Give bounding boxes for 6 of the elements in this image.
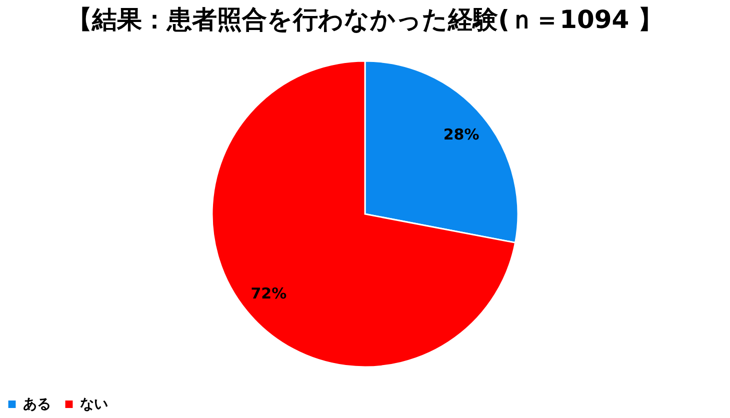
pie-slice [211, 60, 516, 368]
chart-title: 【結果：患者照合を行わなかった経験(ｎ＝1094 】 [67, 5, 663, 34]
data-label: 72% [250, 284, 287, 303]
legend-label: ある [23, 396, 51, 412]
legend-label: ない [80, 396, 108, 412]
data-label: 28% [443, 125, 480, 144]
